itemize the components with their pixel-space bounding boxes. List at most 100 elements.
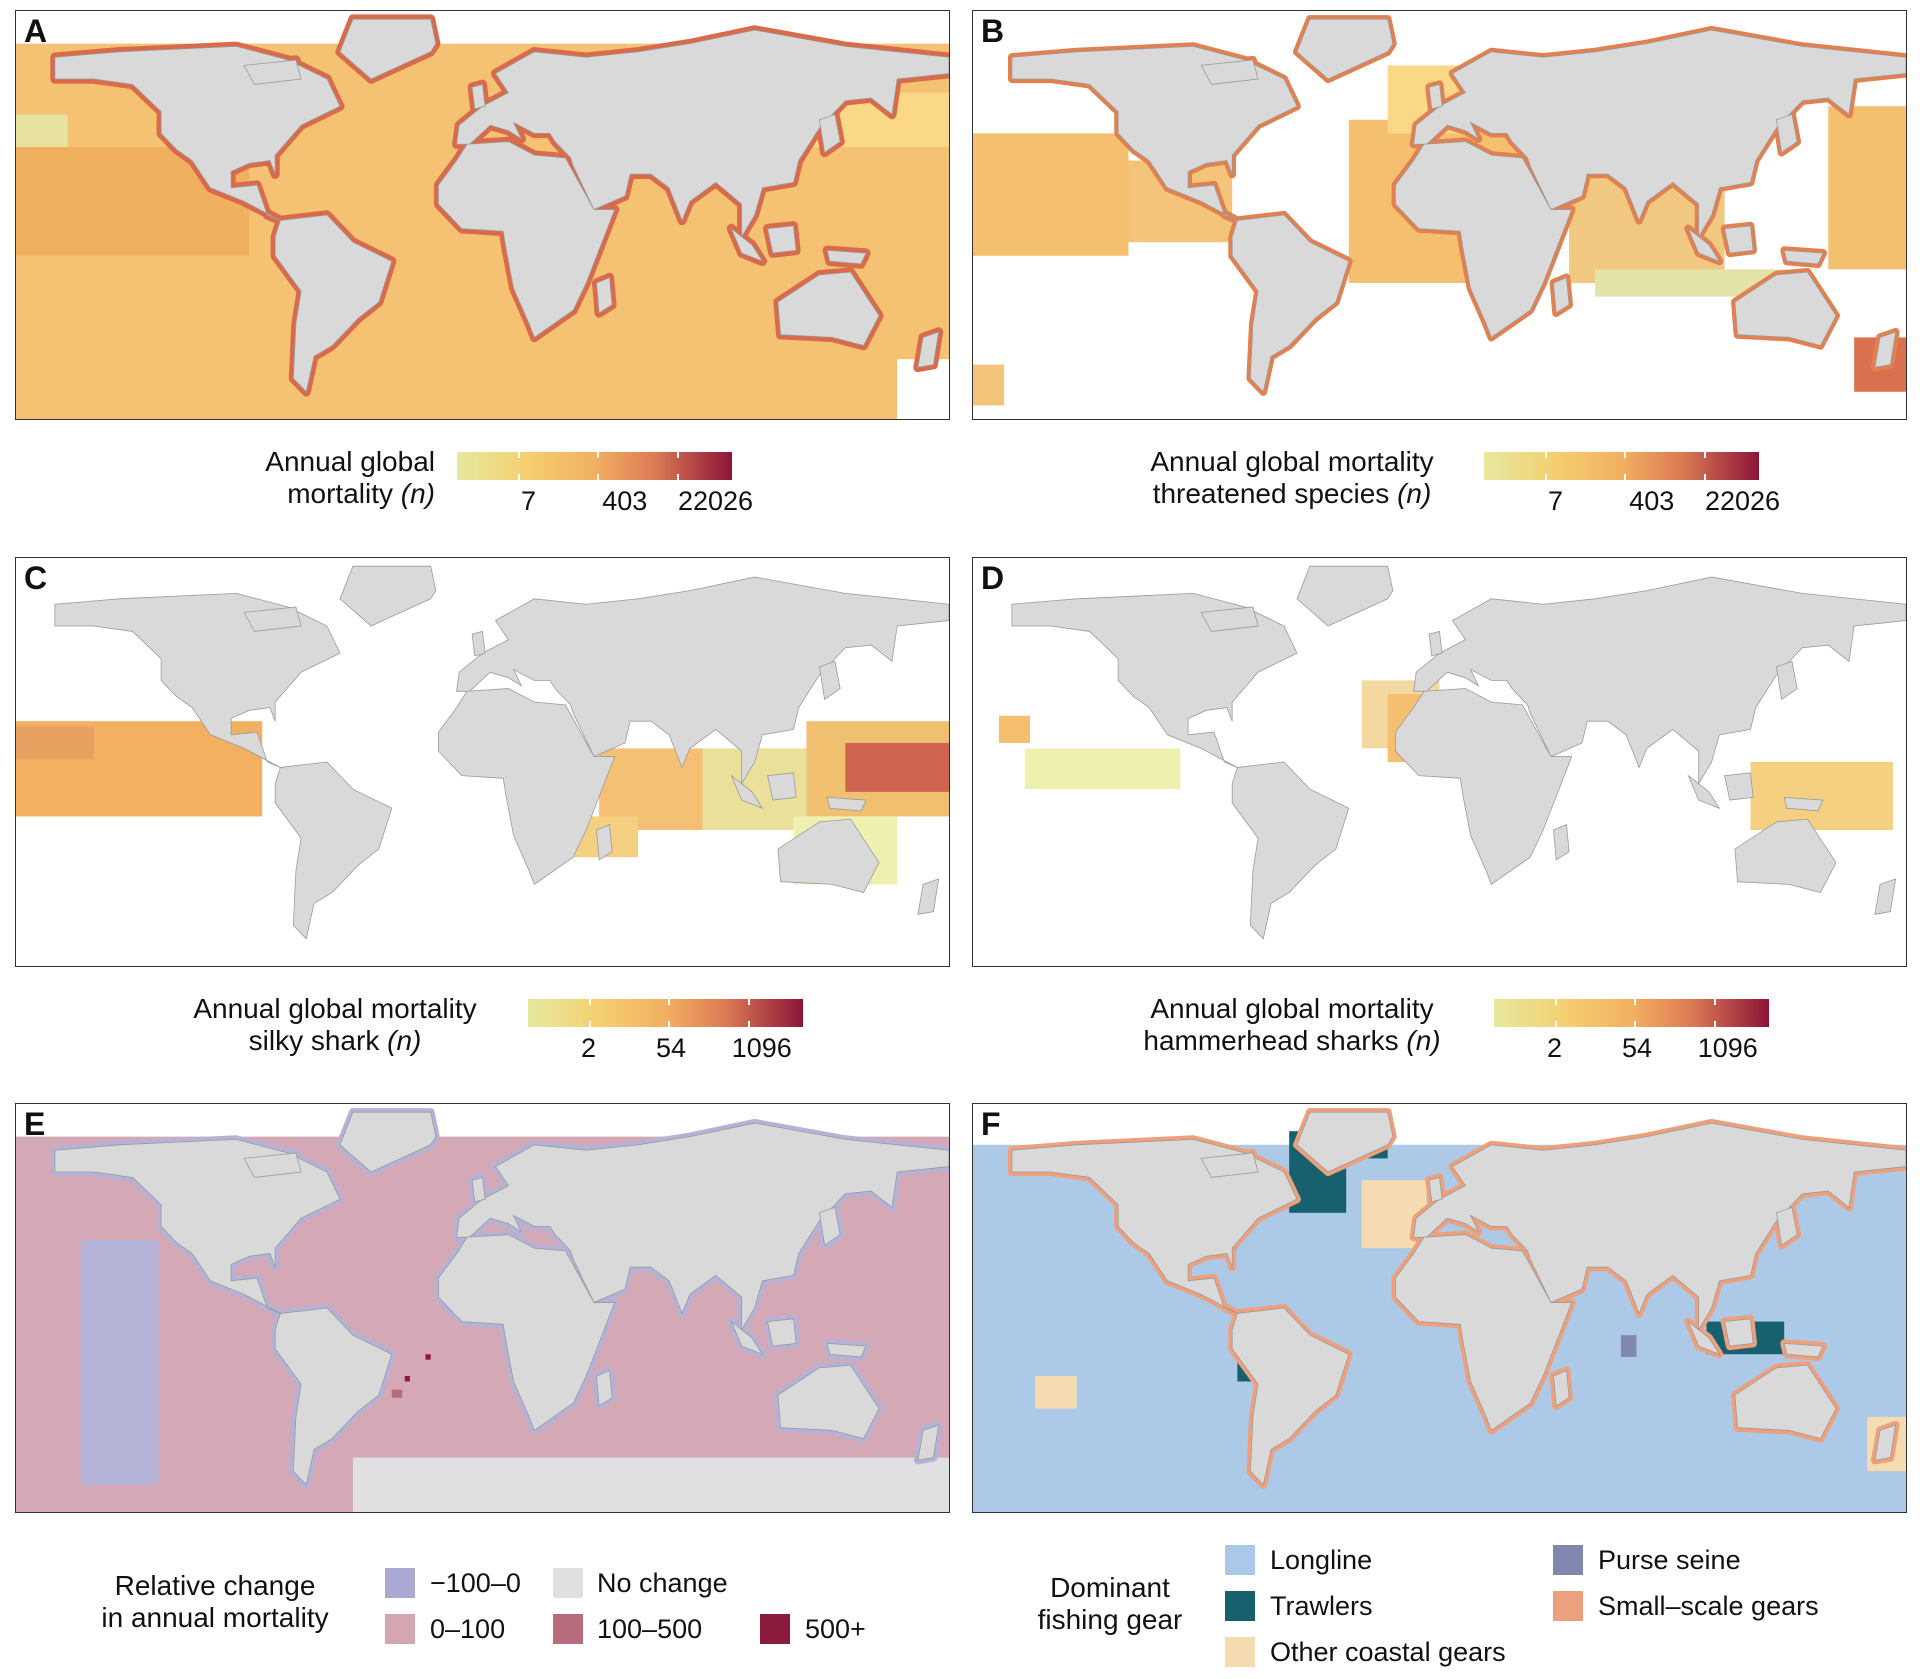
- land-mass: [818, 660, 841, 701]
- land-mass: [1200, 59, 1259, 85]
- tick-label: 7: [520, 486, 537, 516]
- land-mass: [54, 45, 341, 221]
- tick-label: 54: [1621, 1033, 1653, 1063]
- land-mass: [826, 249, 867, 265]
- land-mass: [274, 761, 393, 940]
- land-mass: [1413, 576, 1906, 786]
- land-mass: [1734, 271, 1837, 347]
- legend-label: −100–0: [430, 1568, 521, 1598]
- land-mass: [1724, 772, 1754, 801]
- land-mass: [1231, 761, 1350, 940]
- land-mass: [596, 1369, 613, 1407]
- ocean-data-cell: [998, 715, 1031, 743]
- legend-swatch: [1553, 1545, 1583, 1575]
- legend-f-title: Dominant fishing gear: [1037, 1572, 1183, 1635]
- land-mass: [596, 276, 613, 314]
- legend-swatch: [1225, 1545, 1255, 1575]
- ocean-data-cell: [973, 133, 1129, 256]
- legend-label: Trawlers: [1270, 1591, 1373, 1621]
- ocean-data-cell: [16, 726, 94, 760]
- land-mass: [1011, 45, 1298, 221]
- legend-b-colorbar: 7 403 22026: [1484, 452, 1780, 516]
- land-mass: [1011, 1138, 1298, 1314]
- land-mass: [1395, 1234, 1573, 1432]
- land-mass: [777, 1364, 880, 1440]
- land-mass: [1553, 1369, 1570, 1407]
- land-mass: [1783, 249, 1824, 265]
- land-mass: [767, 1318, 797, 1347]
- land-mass: [54, 1138, 341, 1314]
- land-mass: [917, 331, 940, 368]
- land-mass: [1874, 1424, 1897, 1461]
- land-mass: [1428, 83, 1443, 110]
- land-mass: [826, 796, 867, 812]
- land-mass: [339, 565, 437, 627]
- legend-label: Purse seine: [1598, 1545, 1741, 1575]
- land-mass: [1874, 878, 1897, 915]
- land-mass: [818, 1206, 841, 1247]
- ocean-data-cell: [1024, 748, 1181, 790]
- legend-swatch: [1225, 1637, 1255, 1667]
- land-mass: [243, 59, 302, 85]
- ocean-data-cell: [1620, 1335, 1637, 1357]
- map-panel-a: A: [15, 10, 950, 420]
- legend-label: 500+: [805, 1614, 866, 1644]
- world-map: [973, 1104, 1906, 1512]
- land-mass: [274, 1307, 393, 1486]
- legend-label: Longline: [1270, 1545, 1373, 1575]
- legend-swatch: [385, 1568, 415, 1598]
- ocean-data-cell: [1750, 762, 1894, 830]
- land-mass: [243, 606, 302, 632]
- panel-label: D: [981, 560, 1005, 596]
- legend-d-title: Annual global mortality hammerhead sharks…: [1143, 993, 1441, 1056]
- land-mass: [456, 576, 949, 786]
- land-mass: [471, 1176, 486, 1203]
- land-mass: [54, 592, 341, 768]
- land-mass: [730, 227, 764, 263]
- map-panel-b: B: [972, 10, 1907, 420]
- land-mass: [1687, 1320, 1721, 1356]
- land-mass: [1724, 1318, 1754, 1347]
- map-panel-f: F: [972, 1103, 1907, 1513]
- land-mass: [777, 818, 880, 894]
- land-mass: [777, 271, 880, 347]
- land-mass: [339, 18, 437, 80]
- land-mass: [1687, 227, 1721, 263]
- legend-c-title: Annual global mortality silky shark (n): [193, 993, 477, 1056]
- land-mass: [1428, 1176, 1443, 1203]
- land-mass: [339, 1111, 437, 1173]
- land-mass: [917, 878, 940, 915]
- legend-a-title: Annual global mortality (n): [265, 446, 435, 509]
- land-mass: [1428, 630, 1443, 657]
- land-mass: [1011, 592, 1298, 768]
- land-mass: [438, 141, 616, 339]
- tick-label: 2: [1546, 1033, 1563, 1063]
- ocean-data-cell: [80, 1240, 159, 1485]
- land-mass: [1775, 660, 1798, 701]
- land-mass: [1231, 214, 1350, 393]
- legend-label: No change: [597, 1568, 728, 1598]
- panel-label: E: [24, 1106, 46, 1142]
- land-mass: [1783, 1342, 1824, 1358]
- land-mass: [1687, 774, 1721, 810]
- land-mass: [243, 1152, 302, 1178]
- map-panel-d: D: [972, 557, 1907, 967]
- land-mass: [1413, 1122, 1906, 1332]
- legend-label: Other coastal gears: [1270, 1637, 1506, 1667]
- land-mass: [1724, 225, 1754, 254]
- legend-label: Small–scale gears: [1598, 1591, 1819, 1621]
- world-map: [16, 558, 949, 966]
- ocean-data-cell: [352, 1457, 949, 1512]
- land-mass: [438, 688, 616, 886]
- world-map: [973, 558, 1906, 966]
- land-mass: [471, 630, 486, 657]
- land-mass: [1296, 1111, 1394, 1173]
- tick-label: 2: [580, 1033, 597, 1063]
- land-mass: [767, 772, 797, 801]
- ocean-data-cell: [425, 1354, 431, 1360]
- legend-swatch: [1225, 1591, 1255, 1621]
- legend-d-colorbar: 2 54 1096: [1494, 999, 1769, 1063]
- land-mass: [730, 1320, 764, 1356]
- land-mass: [438, 1234, 616, 1432]
- land-mass: [1296, 18, 1394, 80]
